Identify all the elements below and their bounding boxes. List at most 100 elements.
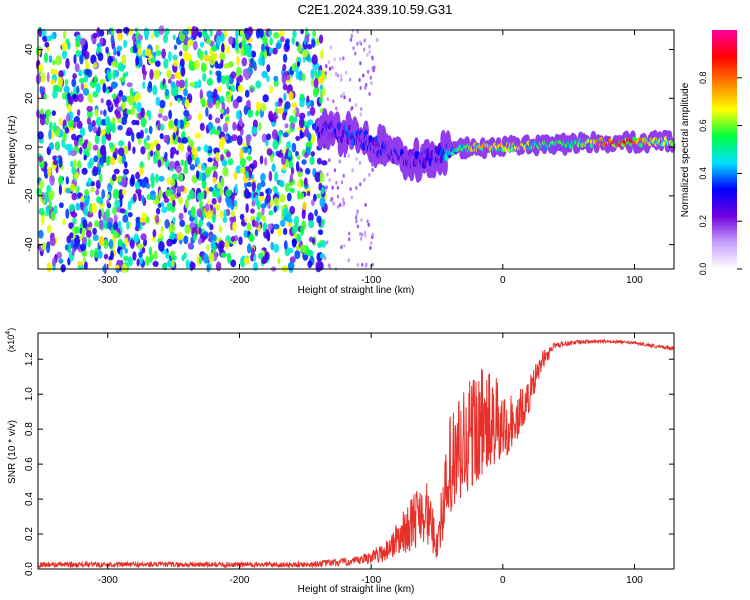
spectrogram-cell — [112, 188, 120, 200]
spectrogram-cell — [69, 183, 76, 192]
spectrogram-cell — [76, 109, 81, 117]
spectrogram-cell — [270, 241, 275, 251]
spectrogram-cell — [81, 250, 88, 257]
spectrogram-cell — [235, 165, 242, 174]
spectrogram-cell — [38, 229, 44, 239]
spectrogram-cell — [117, 220, 122, 229]
spectrogram-cell — [86, 117, 91, 125]
spectrogram-cell — [55, 55, 62, 66]
spectrogram-cell — [328, 178, 331, 183]
spectrogram-cell — [126, 221, 130, 230]
spectrogram-x-tick-label: -100 — [361, 275, 381, 286]
spectrogram-cell — [216, 182, 221, 190]
spectrogram-cell — [62, 30, 67, 40]
colorbar-ticks: 0.0 0.2 0.4 0.6 0.8 — [698, 72, 742, 275]
spectrogram-cell — [290, 167, 295, 175]
spectrogram-cell — [131, 119, 138, 126]
spectrogram-cell — [292, 108, 297, 115]
colorbar-tick-label: 0.2 — [698, 215, 708, 228]
spectrogram-cell — [138, 167, 144, 176]
spectrogram-cell — [89, 98, 93, 104]
spectrogram-cell — [140, 146, 146, 155]
spectrogram-cell — [92, 91, 99, 98]
spectrogram-cell — [194, 156, 200, 166]
spectrogram-cell — [140, 117, 147, 128]
spectrogram-cell — [342, 202, 345, 207]
spectrogram-cell — [121, 54, 127, 66]
spectrogram-cell — [71, 133, 77, 141]
spectrogram-cell — [244, 89, 250, 98]
spectrogram-cell — [255, 28, 261, 39]
spectrogram-cell — [221, 159, 228, 167]
spectrogram-cell — [216, 35, 222, 45]
spectrogram-cell — [343, 95, 346, 100]
spectrogram-cell — [74, 63, 80, 73]
spectrogram-cell — [153, 250, 158, 260]
spectrogram-cell — [99, 109, 103, 116]
spectrogram-cell — [287, 247, 294, 254]
spectrogram-cell — [356, 224, 360, 229]
spectrogram-cell — [342, 197, 345, 202]
spectrogram-cell — [339, 56, 342, 61]
spectrogram-cell — [232, 121, 237, 131]
spectrogram-cell — [287, 261, 295, 271]
spectrogram-cell — [113, 46, 117, 56]
spectrogram-cell — [260, 180, 266, 188]
spectrogram-cell — [331, 65, 334, 70]
spectrogram-cell — [107, 72, 112, 81]
spectrogram-cell — [245, 203, 249, 214]
spectrogram-cell — [246, 243, 252, 254]
spectrogram-cell — [216, 74, 222, 84]
spectrogram-cell — [137, 34, 143, 41]
spectrogram-cell — [70, 212, 78, 218]
spectrogram-cell — [104, 132, 111, 140]
spectrogram-cell — [345, 70, 348, 75]
spectrogram-cell — [342, 56, 345, 61]
spectrogram-cell — [53, 122, 57, 133]
spectrogram-cell — [124, 248, 128, 254]
spectrogram-cell — [72, 93, 77, 100]
spectrogram-cell — [176, 231, 184, 241]
spectrogram-cell — [143, 70, 147, 76]
spectrogram-y-tick-label: 20 — [24, 92, 35, 104]
spectrogram-cell — [273, 185, 278, 194]
spectrogram-cell — [336, 194, 340, 199]
spectrogram-cell — [235, 66, 242, 78]
snr-y-tick-label: 0.8 — [24, 422, 35, 436]
spectrogram-cell — [163, 134, 169, 143]
spectrogram-cell — [136, 243, 144, 250]
spectrogram-cell — [282, 83, 288, 91]
spectrogram-cell — [68, 222, 74, 230]
spectrogram-cell — [40, 108, 44, 115]
spectrogram-cell — [310, 151, 315, 157]
spectrogram-cell — [309, 106, 316, 117]
spectrogram-cell — [155, 173, 159, 184]
spectrogram-cell — [218, 225, 223, 234]
spectrogram-cell — [222, 123, 228, 133]
spectrogram-cell — [312, 30, 317, 38]
spectrogram-cell — [355, 157, 358, 161]
spectrogram-cell — [305, 27, 309, 37]
spectrogram-cell — [328, 264, 332, 269]
spectrogram-cell — [196, 170, 200, 180]
spectrogram-cell — [172, 132, 176, 141]
spectrogram-cell — [359, 112, 362, 117]
spectrogram-cell — [307, 119, 314, 126]
spectrogram-cell — [54, 141, 61, 151]
spectrogram-cell — [68, 203, 75, 212]
spectrogram-cell — [301, 49, 308, 58]
spectrogram-cell — [49, 236, 56, 247]
spectrogram-cell — [95, 82, 101, 94]
spectrogram-cell — [169, 231, 176, 240]
spectrogram-cell — [272, 139, 279, 150]
spectrogram-cell — [172, 199, 176, 207]
spectrogram-cell — [166, 221, 170, 228]
spectrogram-cell — [300, 178, 304, 188]
spectrogram-cell — [220, 32, 225, 43]
spectrogram-cell — [320, 187, 325, 195]
spectrogram-cell — [87, 177, 92, 184]
spectrogram-cell — [347, 258, 350, 263]
spectrogram-cell — [143, 27, 150, 38]
spectrogram-cell — [244, 69, 250, 81]
spectrogram-cell — [185, 259, 190, 269]
